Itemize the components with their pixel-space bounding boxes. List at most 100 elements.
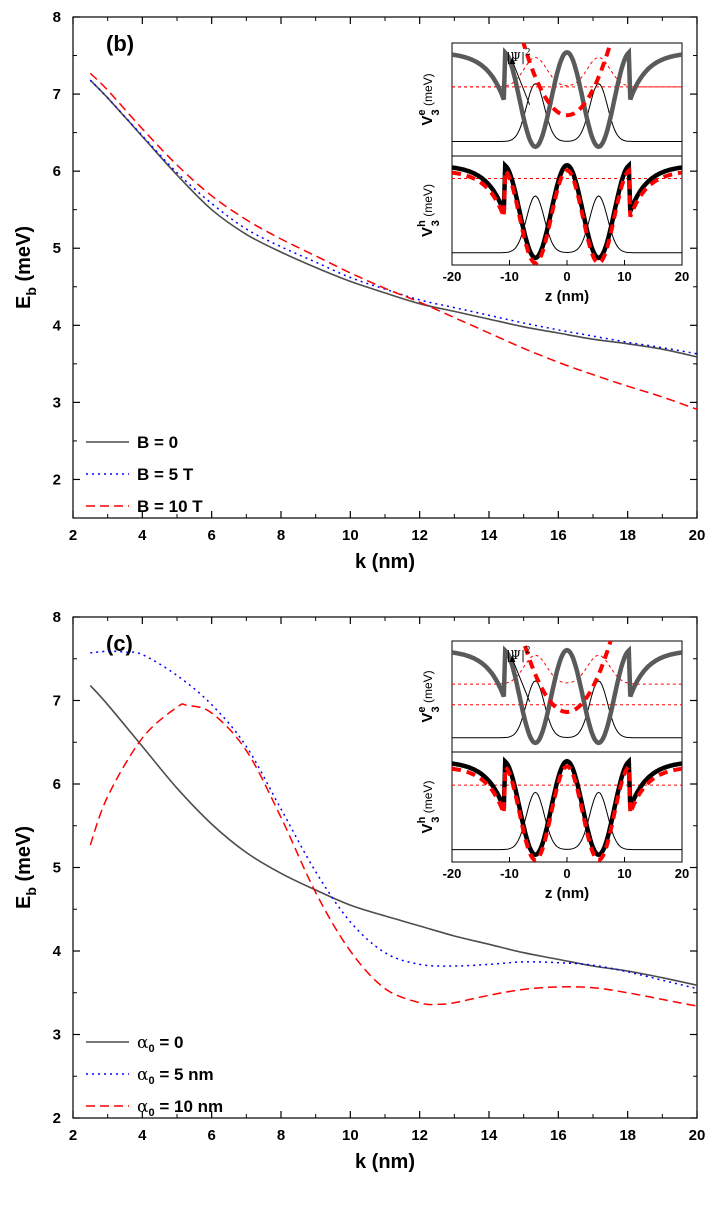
x-tick-label: 12 bbox=[411, 1127, 428, 1144]
legend-rest: = 10 nm bbox=[155, 1097, 224, 1116]
inset-bottom-y-label-sub: 3 bbox=[430, 817, 442, 823]
inset-x-tick-label: 10 bbox=[617, 866, 631, 881]
x-tick-label: 10 bbox=[342, 1127, 359, 1144]
inset-top-red-potential bbox=[521, 43, 613, 118]
y-tick-label: 6 bbox=[53, 776, 61, 793]
y-axis-label: Eb (meV) bbox=[13, 226, 39, 309]
y-tick-label: 7 bbox=[53, 693, 61, 710]
inset-curves bbox=[452, 43, 682, 265]
x-tick-label: 8 bbox=[277, 527, 285, 544]
inset-psi-text: |Ψ| bbox=[506, 50, 525, 64]
inset-x-tick-label: -20 bbox=[443, 269, 462, 284]
inset-x-tick-label: 0 bbox=[563, 866, 570, 881]
y-tick-label: 8 bbox=[53, 9, 61, 26]
inset-top-red-potential bbox=[521, 641, 613, 715]
y-axis-label-sub: b bbox=[23, 287, 39, 296]
inset-top-y-label-unit: (meV) bbox=[421, 73, 435, 109]
y-axis-label-unit: (meV) bbox=[13, 226, 35, 287]
series-line-1 bbox=[89, 684, 697, 986]
series-line-2 bbox=[90, 650, 697, 990]
inset-x-tick-label: 20 bbox=[675, 269, 689, 284]
legend-entry-2: α0 = 5 nm bbox=[137, 1065, 214, 1087]
x-tick-label: 2 bbox=[69, 1127, 77, 1144]
inset-curves bbox=[452, 641, 682, 862]
inset-x-tick-label: 10 bbox=[617, 269, 631, 284]
legend-prefix: α bbox=[137, 1033, 149, 1053]
inset-top-y-label: Ve 3 (meV) bbox=[416, 73, 442, 125]
panel-label: (b) bbox=[106, 31, 134, 56]
series-line-1 bbox=[89, 79, 697, 358]
inset-top-y-label-sup: e bbox=[416, 706, 428, 712]
inset-x-axis-label: z (nm) bbox=[545, 288, 589, 305]
y-axis-label-main: E bbox=[13, 296, 35, 309]
x-axis-label: k (nm) bbox=[355, 551, 415, 573]
x-tick-label: 20 bbox=[689, 1127, 706, 1144]
legend-entry-3: B = 10 T bbox=[137, 497, 203, 516]
y-tick-label: 3 bbox=[53, 394, 61, 411]
y-tick-label: 5 bbox=[53, 240, 61, 257]
series-group bbox=[89, 72, 697, 411]
legend-rest: B = 0 bbox=[137, 433, 178, 452]
inset-psi-label: |Ψ|2 bbox=[506, 48, 530, 64]
x-tick-label: 4 bbox=[138, 1127, 147, 1144]
x-tick-label: 16 bbox=[550, 1127, 567, 1144]
inset-top-y-label-sub: 3 bbox=[430, 109, 442, 115]
x-tick-label: 18 bbox=[619, 527, 636, 544]
legend-rest: B = 10 T bbox=[137, 497, 203, 516]
inset-bottom-potential bbox=[452, 756, 682, 858]
inset-bottom-potential bbox=[452, 160, 682, 261]
inset-x-tick-label: 0 bbox=[563, 269, 570, 284]
x-tick-label: 16 bbox=[550, 527, 567, 544]
inset-bottom-y-label-main: V bbox=[419, 227, 436, 237]
series-group bbox=[89, 650, 697, 1007]
x-tick-label: 8 bbox=[277, 1127, 285, 1144]
legend-rest: = 5 nm bbox=[155, 1065, 214, 1084]
legend-entry-1: B = 0 bbox=[137, 433, 178, 452]
inset-bottom-y-label-main: V bbox=[419, 823, 436, 833]
y-tick-label: 4 bbox=[53, 943, 62, 960]
x-axis-label: k (nm) bbox=[355, 1151, 415, 1173]
x-tick-label: 6 bbox=[207, 1127, 215, 1144]
legend-prefix: α bbox=[137, 1097, 149, 1117]
inset-bottom-y-label: Vh 3 (meV) bbox=[416, 184, 442, 237]
x-tick-label: 6 bbox=[207, 527, 215, 544]
inset-frame bbox=[451, 42, 683, 266]
legend-sub: 0 bbox=[148, 1043, 154, 1055]
inset-bottom-y-label-unit: (meV) bbox=[421, 184, 435, 220]
legend-entry-1: α0 = 0 bbox=[137, 1033, 183, 1055]
inset-psi-exp: 2 bbox=[525, 48, 531, 58]
inset-top-y-label: Ve 3 (meV) bbox=[416, 670, 442, 722]
inset-bottom-density bbox=[452, 791, 682, 851]
legend-entry-3: α0 = 10 nm bbox=[137, 1097, 223, 1119]
x-tick-label: 2 bbox=[69, 527, 77, 544]
y-tick-label: 5 bbox=[53, 860, 61, 877]
legend-entry-2: B = 5 T bbox=[137, 465, 194, 484]
y-tick-label: 7 bbox=[53, 86, 61, 103]
inset-psi-arrowhead bbox=[509, 57, 516, 64]
inset-x-axis-label: z (nm) bbox=[545, 885, 589, 902]
x-tick-label: 10 bbox=[342, 527, 359, 544]
y-tick-label: 4 bbox=[53, 317, 62, 334]
inset-bottom-y-label-unit: (meV) bbox=[421, 781, 435, 817]
legend-sub: 0 bbox=[148, 1075, 154, 1087]
y-tick-label: 6 bbox=[53, 163, 61, 180]
inset-bottom-y-label-sup: h bbox=[416, 816, 428, 823]
y-axis-label: Eb (meV) bbox=[13, 826, 39, 909]
inset-bottom-density bbox=[452, 195, 682, 254]
x-tick-label: 14 bbox=[481, 1127, 498, 1144]
inset-bottom-y-label-sub: 3 bbox=[430, 220, 442, 226]
inset-bottom-y-label-sup: h bbox=[416, 220, 428, 227]
inset-psi-label: |Ψ|2 bbox=[506, 646, 530, 662]
inset-top-density bbox=[452, 680, 682, 739]
y-tick-label: 2 bbox=[53, 471, 61, 488]
legend-rest: = 0 bbox=[155, 1033, 184, 1052]
series-line-3 bbox=[89, 703, 697, 1007]
inset-top-y-label-main: V bbox=[419, 116, 436, 126]
legend-sub: 0 bbox=[148, 1107, 154, 1119]
x-tick-label: 20 bbox=[689, 527, 706, 544]
inset-psi-text: |Ψ| bbox=[506, 648, 525, 662]
inset-top-potential bbox=[452, 47, 682, 150]
inset-x-tick-label: -20 bbox=[443, 866, 462, 881]
